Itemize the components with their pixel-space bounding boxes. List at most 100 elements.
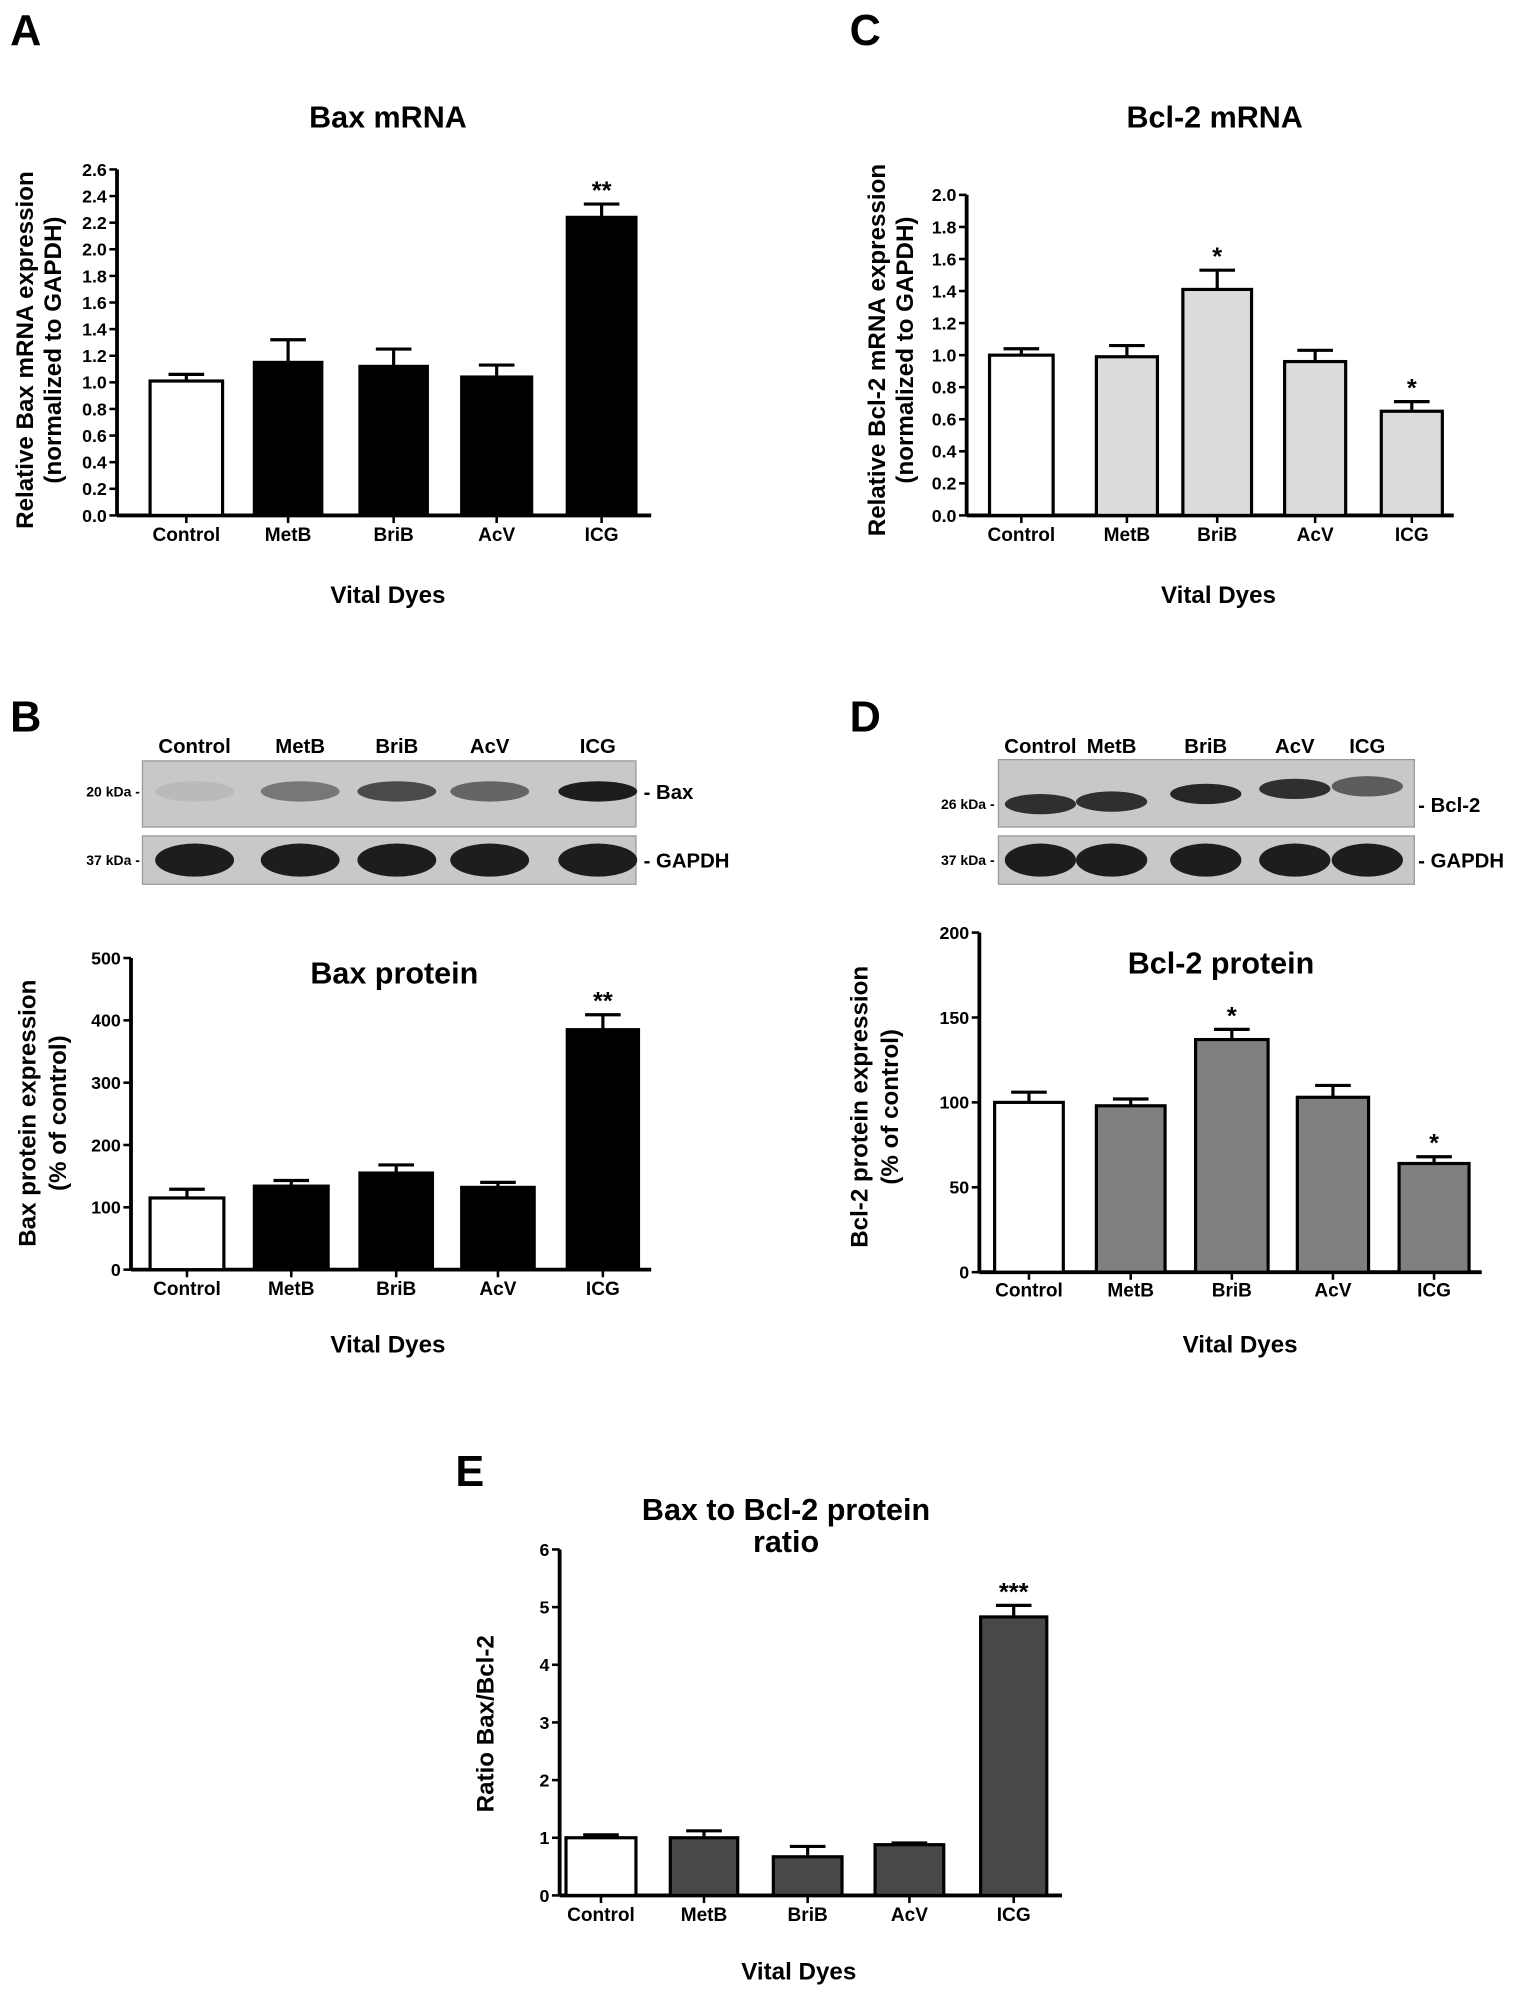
protein-label: - Bcl-2 xyxy=(1418,795,1480,817)
x-axis-label: Vital Dyes xyxy=(741,1958,856,1985)
x-tick-label: ICG xyxy=(1395,525,1429,546)
x-tick-label: BriB xyxy=(374,525,414,546)
x-tick-label: ICG xyxy=(997,1905,1031,1926)
y-tick-label: 1.8 xyxy=(82,266,107,286)
significance-marker: ** xyxy=(592,177,612,205)
significance-marker: * xyxy=(1212,243,1222,271)
y-tick-label: 1.6 xyxy=(932,249,957,269)
chart-a: 0.0 0.2 0.4 0.6 0.8 1.0 1.2 1.4 1.6 1.8 2.0 2.2 2.4 2… xyxy=(12,100,652,609)
blot-band xyxy=(1259,778,1331,800)
blot-band xyxy=(260,843,340,877)
molecular-weight-marker: 26 kDa - xyxy=(941,796,995,812)
bar-metb xyxy=(668,1836,740,1898)
y-tick-label: 200 xyxy=(91,1135,121,1155)
lane-label: BriB xyxy=(375,736,418,758)
molecular-weight-marker: 37 kDa - xyxy=(941,852,995,868)
blot-band xyxy=(1004,793,1077,815)
y-tick-label: 6 xyxy=(540,1540,550,1560)
x-tick-label: Control xyxy=(987,525,1055,546)
y-tick-label: 0.6 xyxy=(932,410,957,430)
blot-band xyxy=(1259,843,1331,877)
panel-label-d: D xyxy=(850,694,881,742)
y-tick-label: 0.4 xyxy=(82,453,107,473)
blot-panel-b: Control MetB BriB AcV ICG 20 kDa - - Bax 37 kDa… xyxy=(86,736,730,885)
x-tick-label: BriB xyxy=(1197,525,1237,546)
lane-label: AcV xyxy=(470,736,510,758)
blot-band xyxy=(450,843,530,877)
x-tick-label: AcV xyxy=(1297,525,1334,546)
lane-label: ICG xyxy=(1349,736,1385,758)
y-axis-label: (normalized to GAPDH) xyxy=(892,217,919,484)
y-tick-label: 100 xyxy=(91,1198,121,1218)
significance-marker: ** xyxy=(593,988,613,1016)
blot-band xyxy=(1004,843,1077,877)
bar-charts: 0.0 0.2 0.4 0.6 0.8 1.0 1.2 1.4 1.6 1.8 2.0 2.2 2.4 2… xyxy=(12,100,1482,1985)
bar-icg xyxy=(979,1615,1049,1898)
x-axis-label: Vital Dyes xyxy=(330,582,445,609)
y-tick-label: 3 xyxy=(540,1713,550,1733)
bar-icg xyxy=(1397,1161,1471,1274)
y-tick-label: 0.4 xyxy=(932,442,957,462)
blot-panel-d: Control MetB BriB AcV ICG 26 kDa - - Bcl-2 37 k… xyxy=(941,736,1504,885)
lane-label: MetB xyxy=(275,736,325,758)
x-tick-label: Control xyxy=(995,1280,1063,1301)
blot-band xyxy=(1076,791,1148,812)
y-tick-label: 500 xyxy=(91,948,121,968)
y-tick-label: 150 xyxy=(939,1008,969,1028)
y-tick-label: 400 xyxy=(91,1011,121,1031)
x-tick-label: Control xyxy=(567,1905,635,1926)
y-tick-label: 0.2 xyxy=(932,474,957,494)
bar-icg xyxy=(1379,409,1444,517)
blot-band xyxy=(155,781,235,802)
y-tick-label: 0.2 xyxy=(82,479,107,499)
y-tick-label: 2.6 xyxy=(82,160,107,180)
lane-label: AcV xyxy=(1275,736,1315,758)
x-tick-label: AcV xyxy=(1314,1280,1351,1301)
x-axis-label: Vital Dyes xyxy=(1161,582,1276,609)
chart-title: Bcl-2 protein xyxy=(1128,946,1315,980)
y-axis-label: Relative Bax mRNA expression xyxy=(12,171,39,529)
y-tick-label: 0.8 xyxy=(82,399,107,419)
x-tick-label: MetB xyxy=(1104,525,1151,546)
y-tick-label: 1.8 xyxy=(932,217,957,237)
blot-band xyxy=(260,781,340,802)
y-axis-label: Bcl-2 protein expression xyxy=(846,966,873,1248)
lane-label: BriB xyxy=(1184,736,1227,758)
bar-brib xyxy=(1193,1037,1270,1274)
blot-band xyxy=(357,781,437,802)
y-tick-label: 5 xyxy=(540,1597,550,1617)
lane-label: ICG xyxy=(580,736,616,758)
y-tick-label: 50 xyxy=(949,1178,969,1198)
y-axis-label: Ratio Bax/Bcl-2 xyxy=(472,1635,499,1812)
x-tick-label: BriB xyxy=(376,1279,416,1300)
x-tick-label: Control xyxy=(152,525,220,546)
chart-title: Bcl-2 mRNA xyxy=(1126,100,1302,134)
y-tick-label: 1.4 xyxy=(932,281,957,301)
blot-band xyxy=(558,781,638,802)
y-axis-label: (% of control) xyxy=(877,1029,904,1185)
panel-label-b: B xyxy=(10,694,41,742)
significance-marker: * xyxy=(1407,375,1417,403)
protein-label: - GAPDH xyxy=(644,851,730,873)
y-axis-label: Relative Bcl-2 mRNA expression xyxy=(864,164,891,536)
blot-band xyxy=(558,843,638,877)
y-tick-label: 1.4 xyxy=(82,319,107,339)
x-tick-label: Control xyxy=(153,1279,221,1300)
y-tick-label: 2.0 xyxy=(82,240,107,260)
lane-label: Control xyxy=(1004,736,1076,758)
bar-metb xyxy=(252,360,324,517)
x-tick-label: ICG xyxy=(585,525,619,546)
y-tick-label: 2.0 xyxy=(932,185,957,205)
bar-control xyxy=(987,353,1055,517)
y-tick-label: 300 xyxy=(91,1073,121,1093)
y-tick-label: 2 xyxy=(540,1770,550,1790)
blot-band xyxy=(155,843,235,877)
significance-marker: * xyxy=(1429,1130,1439,1158)
chart-title: ratio xyxy=(753,1525,819,1559)
bar-control xyxy=(993,1100,1065,1274)
y-tick-label: 0 xyxy=(111,1260,121,1280)
x-tick-label: AcV xyxy=(479,1279,516,1300)
chart-e: 0 1 2 3 4 5 6 Control MetB BriB AcV ICG *** Bax to Bc… xyxy=(472,1493,1063,1985)
x-tick-label: BriB xyxy=(1212,1280,1252,1301)
chart-title: Bax protein xyxy=(310,956,478,990)
